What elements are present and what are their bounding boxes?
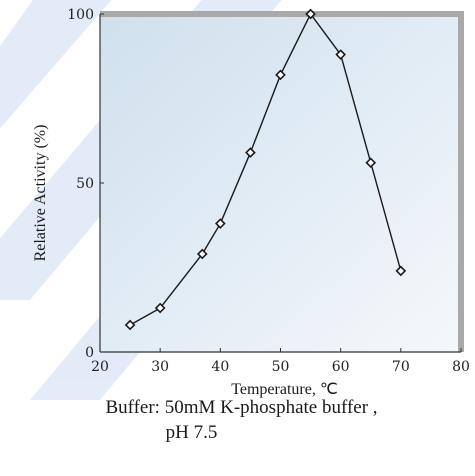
- plot-frame: [100, 11, 464, 352]
- y-axis-title: Relative Activity (%): [32, 125, 49, 262]
- data-point-marker: [154, 302, 166, 314]
- chart-caption-line-2: pH 7.5: [165, 422, 218, 443]
- data-point-marker: [395, 265, 407, 277]
- data-point-marker: [124, 319, 136, 331]
- x-tick-label: 20: [91, 359, 109, 375]
- data-point-marker: [215, 218, 226, 229]
- x-tick-label: 70: [392, 359, 410, 375]
- y-tick-label: 0: [85, 345, 94, 361]
- data-point-marker: [196, 248, 208, 260]
- plot-area: [100, 14, 461, 352]
- x-tick-label: 40: [211, 359, 229, 375]
- y-tick-label: 50: [76, 176, 94, 192]
- x-axis-title: Temperature, ℃: [231, 381, 338, 398]
- x-tick-label: 80: [452, 359, 470, 375]
- y-tick-label: 100: [67, 7, 94, 23]
- chart-caption-line-1: Buffer: 50mM K-phosphate buffer ,: [105, 397, 378, 418]
- data-point-marker: [335, 49, 346, 60]
- data-point-marker: [245, 147, 256, 158]
- series-line: [129, 12, 402, 326]
- data-point-marker: [305, 8, 316, 20]
- data-point-marker: [365, 157, 377, 169]
- x-tick-label: 30: [151, 359, 169, 375]
- data-point-marker: [275, 69, 286, 81]
- x-tick-label: 60: [332, 359, 350, 375]
- x-tick-label: 50: [272, 359, 290, 375]
